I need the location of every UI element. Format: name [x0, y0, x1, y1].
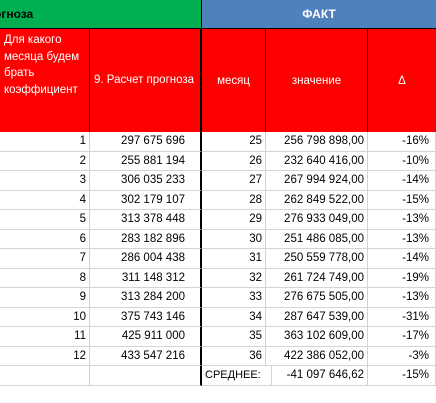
cell-month[interactable]: 25 — [202, 132, 266, 152]
cell-month[interactable]: 34 — [202, 307, 266, 327]
table-row: 7 286 004 438 31 250 559 778,00 -14% — [0, 249, 436, 269]
header-row: огноза ФАКТ — [0, 0, 436, 29]
cell-month[interactable]: 26 — [202, 151, 266, 171]
cell-n[interactable]: 4 — [0, 190, 90, 210]
cell-value[interactable]: 287 647 539,00 — [266, 307, 368, 327]
cell-month[interactable]: 27 — [202, 171, 266, 191]
cell-n[interactable]: 3 — [0, 171, 90, 191]
average-value[interactable]: -41 097 646,62 — [266, 366, 368, 386]
cell-n[interactable]: 10 — [0, 307, 90, 327]
table-row: 5 313 378 448 29 276 933 049,00 -13% — [0, 210, 436, 230]
table-row: 12 433 547 216 36 422 386 052,00 -3% — [0, 346, 436, 366]
table-row: 6 283 182 896 30 251 486 085,00 -13% — [0, 229, 436, 249]
header-month[interactable]: месяц — [202, 29, 266, 132]
cell-empty[interactable] — [0, 366, 90, 386]
cell-month[interactable]: 31 — [202, 249, 266, 269]
cell-n[interactable]: 7 — [0, 249, 90, 269]
cell-delta[interactable]: -14% — [368, 171, 436, 191]
table-row: 3 306 035 233 27 267 994 924,00 -14% — [0, 171, 436, 191]
cell-forecast[interactable]: 286 004 438 — [90, 249, 202, 269]
cell-forecast[interactable]: 313 378 448 — [90, 210, 202, 230]
table-row: 1 297 675 696 25 256 798 898,00 -16% — [0, 132, 436, 152]
cell-forecast[interactable]: 311 148 312 — [90, 268, 202, 288]
cell-value[interactable]: 267 994 924,00 — [266, 171, 368, 191]
cell-forecast[interactable]: 283 182 896 — [90, 229, 202, 249]
cell-delta[interactable]: -19% — [368, 268, 436, 288]
cell-value[interactable]: 262 849 522,00 — [266, 190, 368, 210]
cell-n[interactable]: 2 — [0, 151, 90, 171]
table-row: 10 375 743 146 34 287 647 539,00 -31% — [0, 307, 436, 327]
cell-delta[interactable]: -16% — [368, 132, 436, 152]
table-row: 9 313 284 200 33 276 675 505,00 -13% — [0, 288, 436, 308]
cell-month[interactable]: 29 — [202, 210, 266, 230]
header-forecast-calc[interactable]: 9. Расчет прогноза — [90, 29, 202, 132]
cell-value[interactable]: 261 724 749,00 — [266, 268, 368, 288]
header-value[interactable]: значение — [266, 29, 368, 132]
cell-forecast[interactable]: 297 675 696 — [90, 132, 202, 152]
cell-value[interactable]: 276 675 505,00 — [266, 288, 368, 308]
cell-forecast[interactable]: 433 547 216 — [90, 346, 202, 366]
cell-forecast[interactable]: 375 743 146 — [90, 307, 202, 327]
fact-header[interactable]: ФАКТ — [202, 0, 436, 29]
average-label[interactable]: СРЕДНЕЕ: — [202, 366, 272, 386]
table-row: 8 311 148 312 32 261 724 749,00 -19% — [0, 268, 436, 288]
table-row: 4 302 179 107 28 262 849 522,00 -15% — [0, 190, 436, 210]
cell-month[interactable]: 30 — [202, 229, 266, 249]
cell-value[interactable]: 422 386 052,00 — [266, 346, 368, 366]
cell-value[interactable]: 276 933 049,00 — [266, 210, 368, 230]
cell-delta[interactable]: -13% — [368, 210, 436, 230]
table-row: 11 425 911 000 35 363 102 609,00 -17% — [0, 327, 436, 347]
cell-n[interactable]: 9 — [0, 288, 90, 308]
cell-month[interactable]: 28 — [202, 190, 266, 210]
cell-n[interactable]: 12 — [0, 346, 90, 366]
cell-forecast[interactable]: 313 284 200 — [90, 288, 202, 308]
cell-delta[interactable]: -31% — [368, 307, 436, 327]
cell-value[interactable]: 363 102 609,00 — [266, 327, 368, 347]
cell-n[interactable]: 8 — [0, 268, 90, 288]
cell-n[interactable]: 5 — [0, 210, 90, 230]
cell-value[interactable]: 250 559 778,00 — [266, 249, 368, 269]
cell-value[interactable]: 251 486 085,00 — [266, 229, 368, 249]
average-delta[interactable]: -15% — [368, 366, 436, 386]
cell-delta[interactable]: -15% — [368, 190, 436, 210]
header-delta[interactable]: Δ — [368, 29, 436, 132]
cell-n[interactable]: 1 — [0, 132, 90, 152]
table-row: 2 255 881 194 26 232 640 416,00 -10% — [0, 151, 436, 171]
forecast-header[interactable]: огноза — [0, 0, 202, 29]
cell-month[interactable]: 36 — [202, 346, 266, 366]
subheader-row: Для какого месяца будем брать коэффициен… — [0, 29, 436, 132]
cell-empty[interactable] — [90, 366, 202, 386]
cell-delta[interactable]: -3% — [368, 346, 436, 366]
cell-month[interactable]: 33 — [202, 288, 266, 308]
cell-n[interactable]: 6 — [0, 229, 90, 249]
cell-delta[interactable]: -10% — [368, 151, 436, 171]
cell-delta[interactable]: -13% — [368, 229, 436, 249]
cell-delta[interactable]: -14% — [368, 249, 436, 269]
cell-month[interactable]: 35 — [202, 327, 266, 347]
cell-delta[interactable]: -13% — [368, 288, 436, 308]
average-row: СРЕДНЕЕ: -41 097 646,62 -15% — [0, 366, 436, 386]
cell-forecast[interactable]: 255 881 194 — [90, 151, 202, 171]
cell-month[interactable]: 32 — [202, 268, 266, 288]
cell-forecast[interactable]: 306 035 233 — [90, 171, 202, 191]
cell-n[interactable]: 11 — [0, 327, 90, 347]
data-grid: 1 297 675 696 25 256 798 898,00 -16% 2 2… — [0, 132, 436, 386]
cell-value[interactable]: 256 798 898,00 — [266, 132, 368, 152]
cell-forecast[interactable]: 302 179 107 — [90, 190, 202, 210]
cell-value[interactable]: 232 640 416,00 — [266, 151, 368, 171]
cell-forecast[interactable]: 425 911 000 — [90, 327, 202, 347]
header-coef-month[interactable]: Для какого месяца будем брать коэффициен… — [0, 29, 90, 132]
cell-delta[interactable]: -17% — [368, 327, 436, 347]
